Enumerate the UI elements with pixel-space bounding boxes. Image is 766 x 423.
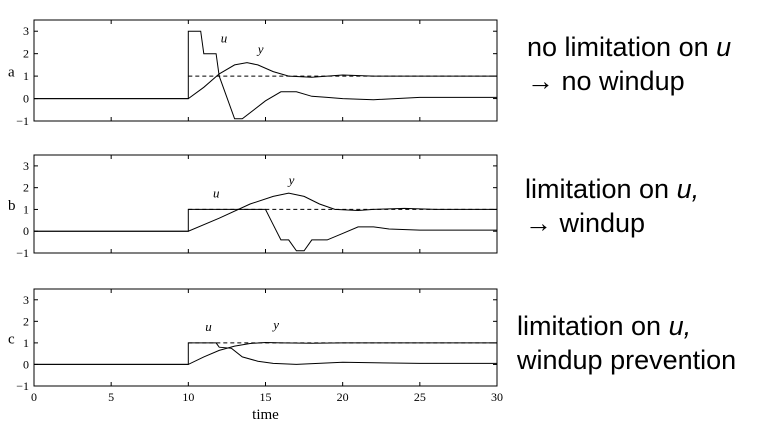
series-label-u: u [221, 30, 228, 45]
caption-c: limitation on u, windup prevention [517, 309, 736, 377]
series-u-line [34, 208, 497, 252]
series-label-y: y [256, 42, 264, 57]
y-tick-label: 0 [23, 357, 29, 371]
y-tick-label: −1 [16, 379, 29, 393]
x-tick-label: 15 [260, 390, 272, 404]
caption-b: limitation on u, → windup [525, 172, 699, 240]
x-tick-label: 5 [108, 390, 114, 404]
y-tick-label: 2 [23, 47, 29, 61]
y-tick-label: 3 [23, 293, 29, 307]
series-y-line [34, 341, 497, 365]
x-tick-label: 0 [31, 390, 37, 404]
plot-frame [33, 154, 498, 254]
series-label-y: y [271, 317, 279, 332]
x-axis-label: time [252, 407, 279, 423]
y-tick-label: 0 [23, 224, 29, 238]
caption-c-line2: windup prevention [517, 345, 737, 375]
series-u-line [34, 30, 497, 120]
x-tick-label: 30 [491, 390, 503, 404]
caption-b-line2: → windup [525, 208, 646, 238]
y-tick-label: 1 [23, 69, 29, 83]
plot-frame [33, 288, 498, 387]
caption-a: no limitation on u → no windup [527, 30, 731, 98]
caption-a-line2: → no windup [527, 66, 685, 96]
panel-a: 3 2 1 0 −1 a u y [8, 19, 498, 128]
y-tick-label: 1 [23, 336, 29, 350]
panel-label: c [8, 332, 15, 348]
series-label-u: u [213, 185, 220, 200]
y-tick-label: 2 [23, 314, 29, 328]
y-tick-label: 3 [23, 24, 29, 38]
y-tick-label: 2 [23, 181, 29, 195]
x-tick-label: 10 [182, 390, 194, 404]
y-tick-label: 3 [23, 159, 29, 173]
y-tick-label: 1 [23, 202, 29, 216]
series-label-u: u [205, 319, 212, 334]
series-label-y: y [287, 172, 295, 187]
caption-a-line1: no limitation on u [527, 32, 732, 62]
y-tick-label: −1 [16, 246, 29, 260]
x-tick-label: 20 [337, 390, 349, 404]
plot-frame [33, 19, 498, 122]
y-tick-label: 0 [23, 92, 29, 106]
series-y-line [34, 62, 497, 100]
panel-label: b [8, 198, 16, 214]
panel-label: a [8, 65, 15, 81]
caption-c-line1: limitation on u, [517, 311, 692, 341]
series-u-line [34, 342, 497, 365]
x-tick-label: 25 [414, 390, 426, 404]
y-tick-label: −1 [16, 114, 29, 128]
series-y-line [34, 192, 497, 232]
caption-b-line1: limitation on u, [525, 174, 700, 204]
panel-b: 3 2 1 0 −1 b u y [8, 154, 498, 260]
